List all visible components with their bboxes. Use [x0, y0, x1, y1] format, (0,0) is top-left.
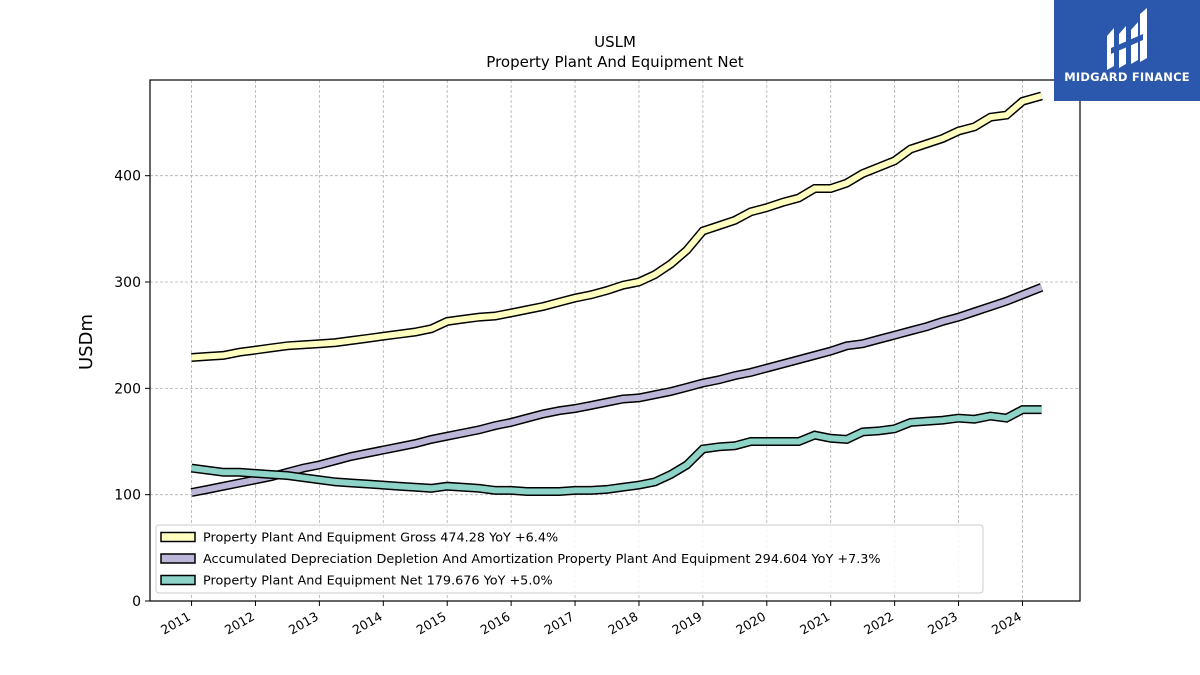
- y-tick-label: 100: [114, 488, 141, 504]
- series-line: [190, 284, 1043, 496]
- x-tick-label: 2018: [605, 609, 640, 638]
- x-tick-label: 2019: [669, 609, 704, 638]
- y-axis-label: USDm: [76, 314, 97, 370]
- x-tick-label: 2017: [542, 609, 577, 638]
- gridlines: [150, 80, 1080, 602]
- series-outline: [190, 283, 1044, 497]
- y-tick-label: 200: [114, 381, 141, 397]
- x-tick-label: 2021: [797, 609, 832, 638]
- legend-label: Property Plant And Equipment Gross 474.2…: [203, 531, 558, 546]
- series-line: [191, 406, 1042, 495]
- y-tick-label: 0: [132, 594, 141, 610]
- x-tick-label: 2014: [350, 609, 385, 638]
- x-tick-label: 2022: [861, 609, 896, 638]
- midgard-monogram-icon: [1107, 8, 1147, 70]
- series-lines: [190, 91, 1044, 497]
- brand-logo: MIDGARD FINANCE: [1054, 0, 1200, 101]
- legend-swatch: [160, 574, 196, 586]
- x-tick-label: 2011: [158, 609, 193, 638]
- x-tick-label: 2013: [286, 609, 321, 638]
- legend-box: [155, 524, 984, 594]
- plot-frame: [149, 79, 1081, 602]
- chart-subtitle: Property Plant And Equipment Net: [486, 53, 743, 71]
- chart-title: USLM: [594, 33, 636, 51]
- legend-label: Accumulated Depreciation Depletion And A…: [203, 552, 881, 567]
- legend-label: Property Plant And Equipment Net 179.676…: [203, 574, 553, 589]
- x-tick-label: 2012: [222, 609, 257, 638]
- series-line: [191, 93, 1043, 361]
- legend: Property Plant And Equipment Gross 474.2…: [155, 524, 984, 594]
- x-tick-label: 2023: [925, 609, 960, 638]
- y-tick-label: 300: [114, 275, 141, 291]
- legend-swatch: [160, 531, 196, 543]
- x-tick-label: 2016: [478, 609, 513, 638]
- x-tick-label: 2020: [733, 609, 768, 638]
- brand-name: MIDGARD FINANCE: [1064, 70, 1190, 84]
- y-tick-label: 400: [114, 169, 141, 185]
- legend-swatch: [160, 553, 196, 564]
- x-tick-label: 2024: [989, 609, 1024, 638]
- x-tick-label: 2015: [414, 609, 449, 638]
